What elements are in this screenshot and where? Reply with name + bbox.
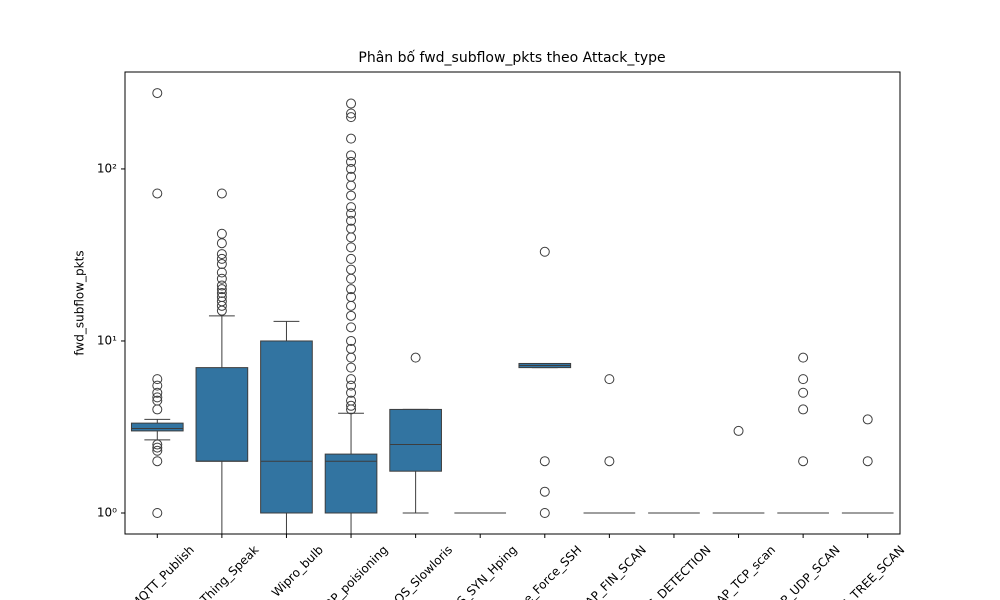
outlier (152, 445, 163, 456)
outlier (346, 242, 357, 253)
outlier (346, 284, 357, 295)
box (389, 408, 442, 472)
outlier (798, 387, 809, 398)
outlier (346, 374, 357, 385)
outlier (152, 439, 163, 450)
outlier (152, 508, 163, 519)
chart-title: Phân bố fwd_subflow_pkts theo Attack_typ… (358, 49, 665, 66)
outlier (862, 414, 873, 425)
outlier (216, 273, 227, 284)
box (130, 422, 184, 432)
outlier (346, 180, 357, 191)
outlier (216, 228, 227, 239)
outlier (346, 264, 357, 275)
outlier (798, 404, 809, 415)
outlier (216, 300, 227, 311)
outlier (346, 208, 357, 219)
axes-frame (124, 71, 901, 535)
outlier (346, 108, 357, 119)
outlier (346, 202, 357, 213)
outlier (539, 508, 550, 519)
outlier (152, 374, 163, 385)
outlier (152, 88, 163, 99)
y-axis-label: fwd_subflow_pkts (73, 250, 87, 355)
outlier (346, 387, 357, 398)
outlier (216, 280, 227, 291)
outlier (346, 223, 357, 234)
outlier (346, 253, 357, 264)
outlier (798, 352, 809, 363)
x-tick-label: Wipro_bulb (269, 543, 326, 600)
outlier (346, 362, 357, 373)
outlier (604, 374, 615, 385)
outlier (216, 249, 227, 260)
outlier (733, 425, 744, 436)
x-tick-label: MQTT_Publish (128, 543, 197, 600)
outlier (346, 310, 357, 321)
outlier (152, 442, 163, 453)
outlier (346, 352, 357, 363)
outlier (152, 456, 163, 467)
box (324, 453, 378, 514)
x-tick-label: ARP_poisioning (316, 543, 390, 600)
outlier (346, 292, 357, 303)
plot-area (130, 88, 894, 534)
x-tick-label: Thing_Speak (197, 543, 262, 600)
outlier (410, 352, 421, 363)
outlier (346, 98, 357, 109)
outlier (862, 456, 873, 467)
outlier (152, 380, 163, 391)
outlier (216, 284, 227, 295)
outlier (346, 343, 357, 354)
outlier (604, 456, 615, 467)
outlier (346, 156, 357, 167)
outlier (798, 456, 809, 467)
outlier (346, 395, 357, 406)
outlier (539, 456, 550, 467)
outlier (346, 112, 357, 123)
box (260, 340, 313, 514)
outlier (346, 190, 357, 201)
outlier (152, 404, 163, 415)
outlier (346, 380, 357, 391)
outlier (216, 267, 227, 278)
outlier (216, 288, 227, 299)
outlier (346, 400, 357, 411)
outlier (346, 171, 357, 182)
outlier (346, 215, 357, 226)
outlier (346, 300, 357, 311)
outlier (216, 238, 227, 249)
outlier (346, 335, 357, 346)
outlier (152, 387, 163, 398)
y-tick-label: 10⁰ (97, 506, 117, 520)
x-tick-label: DDOS_Slowloris (378, 543, 455, 600)
box (195, 367, 249, 462)
outlier (346, 232, 357, 243)
outlier (152, 188, 163, 199)
outlier (346, 322, 357, 333)
outlier (216, 253, 227, 264)
outlier (216, 188, 227, 199)
outlier (539, 246, 550, 257)
y-tick-label: 10² (97, 161, 117, 175)
outlier (798, 374, 809, 385)
outlier (346, 163, 357, 174)
outlier (346, 273, 357, 284)
outlier (346, 133, 357, 144)
outlier (216, 305, 227, 316)
y-tick-label: 10¹ (97, 333, 117, 347)
outlier (346, 150, 357, 161)
outlier (152, 392, 163, 403)
outlier (539, 486, 550, 497)
outlier (216, 259, 227, 270)
